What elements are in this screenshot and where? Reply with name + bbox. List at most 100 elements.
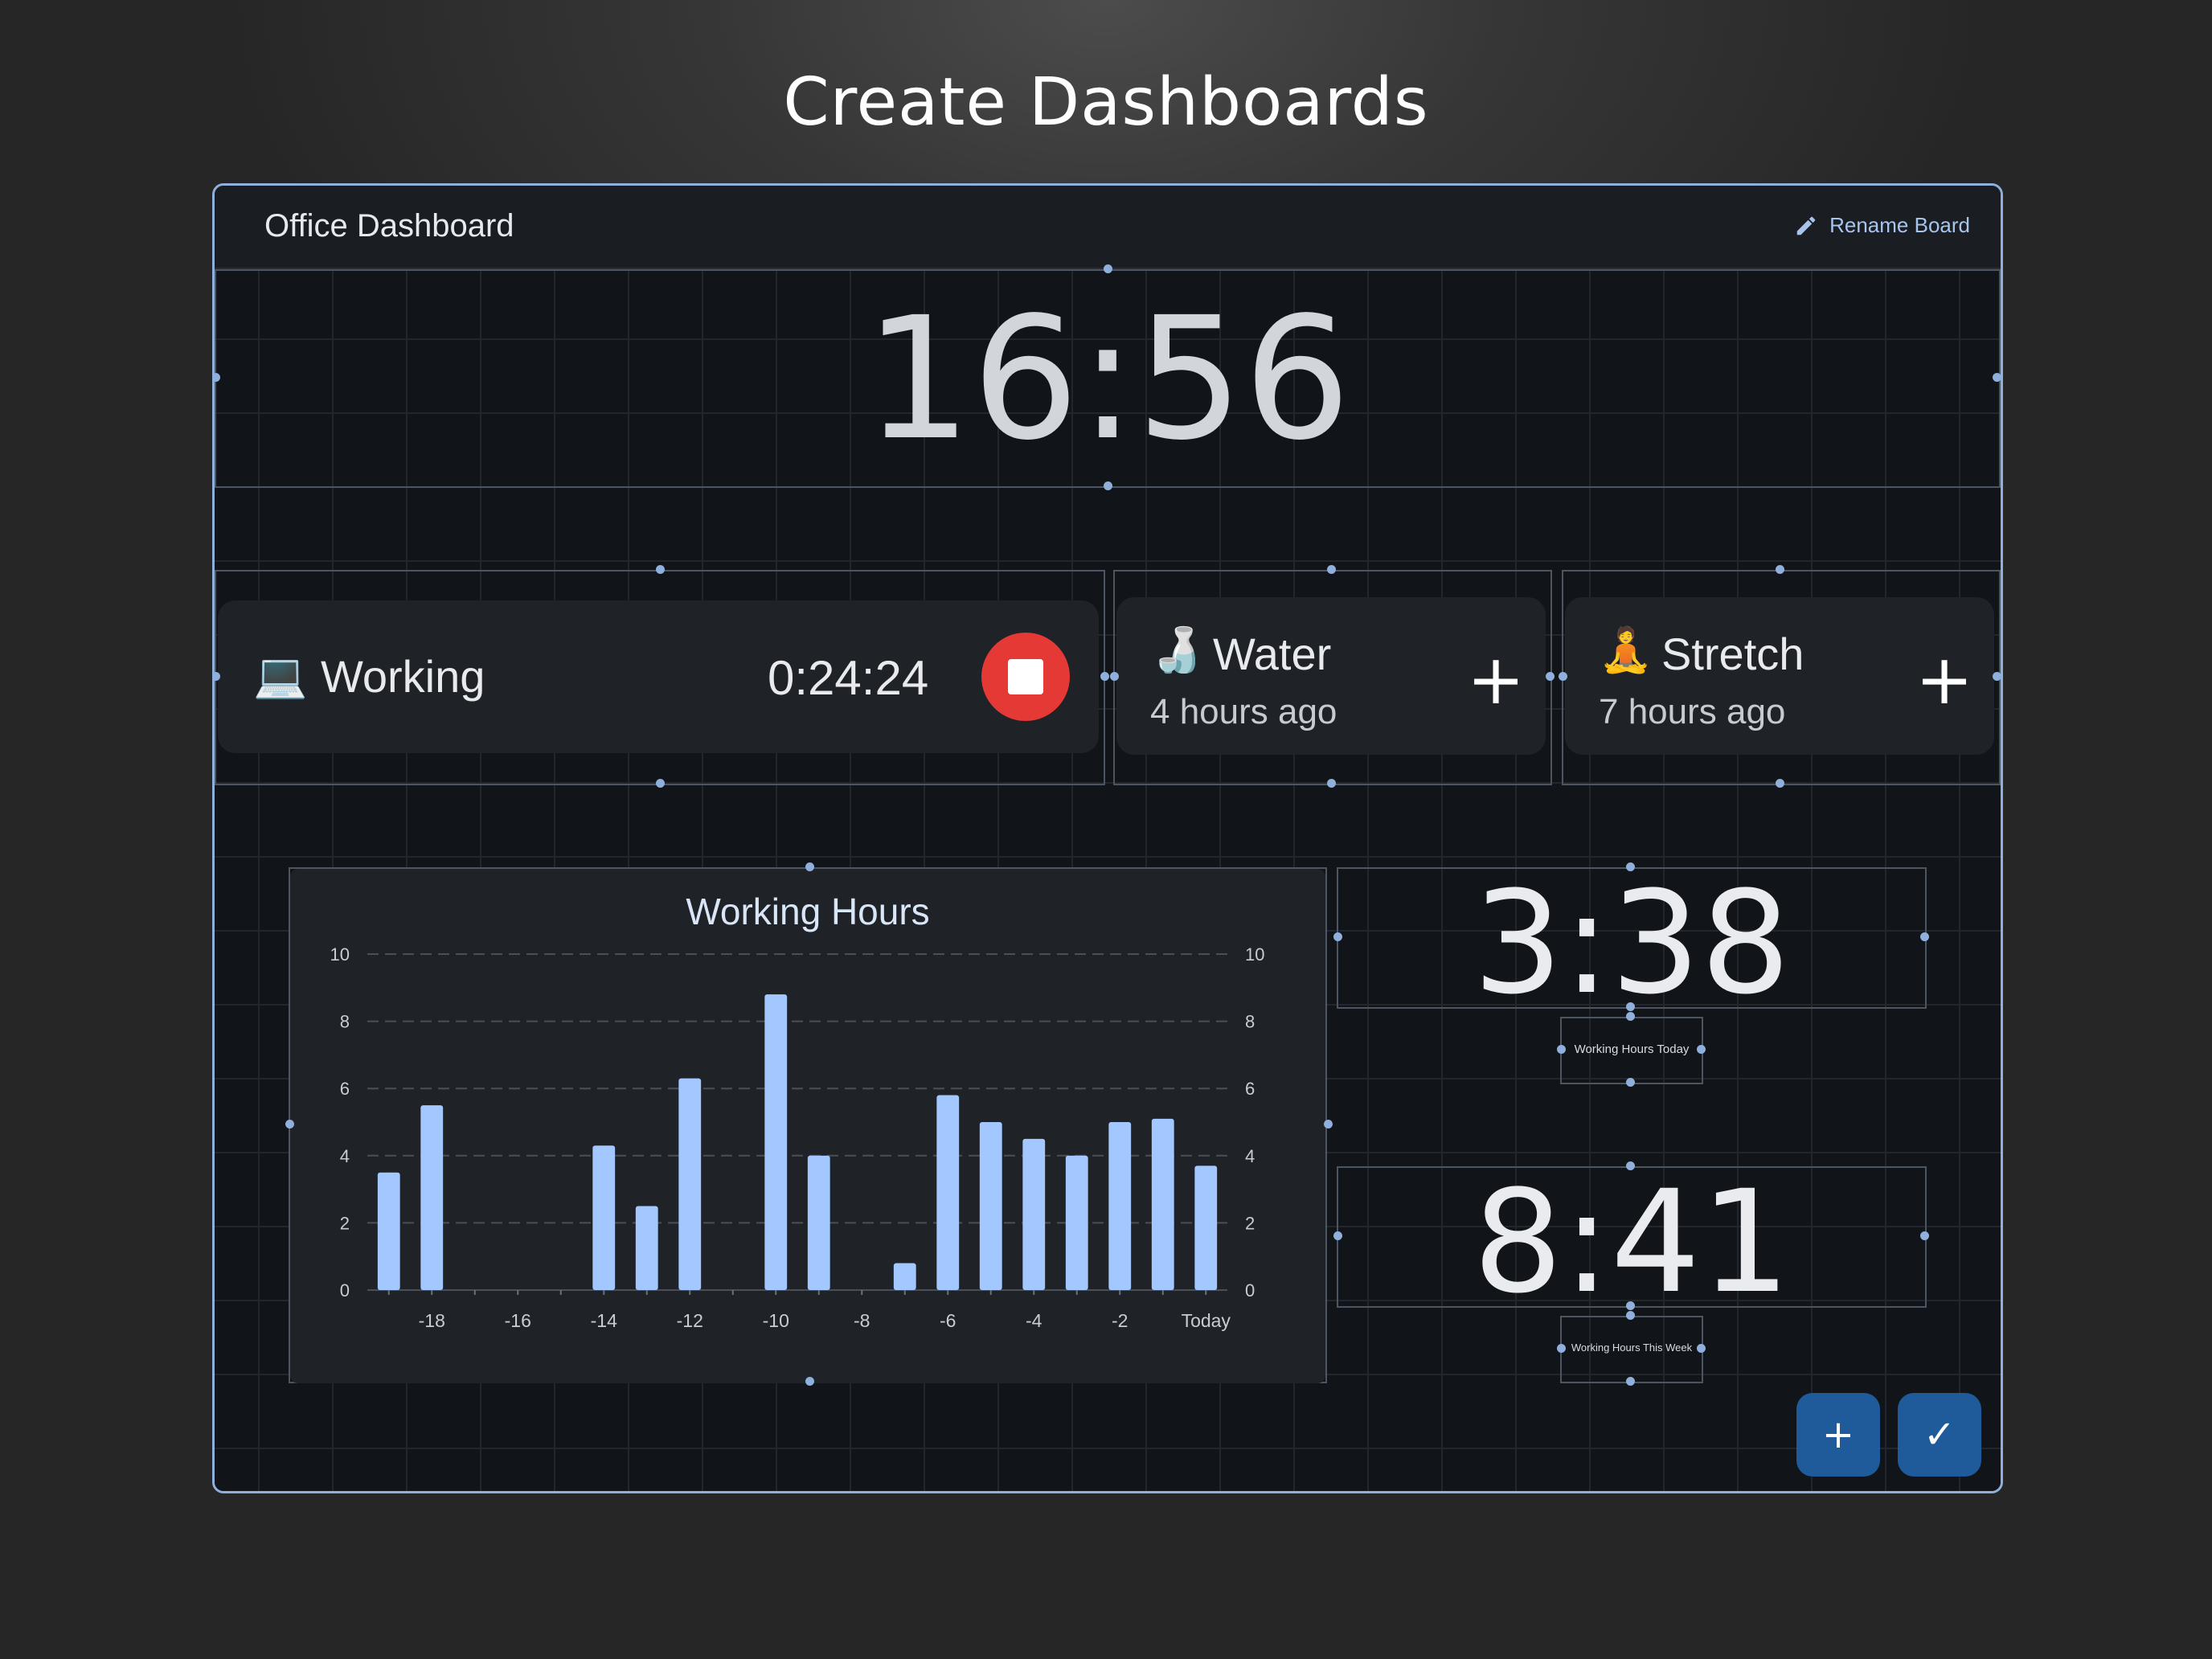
week-hours-widget[interactable]: 8:41 xyxy=(1337,1160,1927,1325)
resize-handle[interactable] xyxy=(1776,779,1784,788)
resize-handle[interactable] xyxy=(1697,1045,1706,1054)
bar xyxy=(1108,1122,1132,1290)
resize-handle[interactable] xyxy=(1920,1231,1929,1240)
stretch-add-button[interactable]: + xyxy=(1915,640,1974,720)
bar xyxy=(764,994,788,1290)
sake-bottle-icon: 🍶 xyxy=(1150,625,1205,675)
resize-handle[interactable] xyxy=(1333,1231,1342,1240)
stop-button[interactable] xyxy=(981,633,1070,721)
bar xyxy=(979,1122,1002,1290)
y-tick-label-left: 6 xyxy=(340,1079,350,1099)
resize-handle[interactable] xyxy=(1557,1045,1566,1054)
resize-handle[interactable] xyxy=(1327,779,1336,788)
bar xyxy=(1022,1138,1046,1290)
resize-handle[interactable] xyxy=(1327,565,1336,574)
resize-handle[interactable] xyxy=(1626,862,1635,871)
bar xyxy=(1065,1155,1088,1290)
resize-handle[interactable] xyxy=(1559,672,1567,681)
week-hours-value: 8:41 xyxy=(1473,1160,1791,1325)
resize-handle[interactable] xyxy=(285,1120,294,1129)
x-tick-label: -8 xyxy=(854,1310,870,1331)
resize-handle[interactable] xyxy=(1104,264,1112,273)
resize-handle[interactable] xyxy=(1626,1311,1635,1320)
y-tick-label-left: 10 xyxy=(330,944,350,965)
x-tick-label: -12 xyxy=(677,1310,703,1331)
rename-board-label: Rename Board xyxy=(1829,213,1970,237)
chart-title: Working Hours xyxy=(686,891,930,932)
resize-handle[interactable] xyxy=(1557,1344,1566,1353)
resize-handle[interactable] xyxy=(1104,481,1112,490)
resize-handle[interactable] xyxy=(1993,672,2001,681)
add-widget-button[interactable]: + xyxy=(1796,1393,1880,1477)
resize-handle[interactable] xyxy=(805,862,814,871)
bar xyxy=(635,1206,658,1290)
bar xyxy=(936,1095,960,1290)
resize-handle[interactable] xyxy=(1546,672,1555,681)
resize-handle[interactable] xyxy=(656,565,665,574)
done-editing-button[interactable]: ✓ xyxy=(1898,1393,1981,1477)
working-tracker-card[interactable]: 💻 Working 0:24:24 xyxy=(218,600,1099,753)
stretch-last-time: 7 hours ago xyxy=(1599,692,1786,731)
stretch-tracker-card[interactable]: 🧘 Stretch 7 hours ago + xyxy=(1565,597,1994,755)
laptop-icon: 💻 xyxy=(253,650,308,701)
resize-handle[interactable] xyxy=(1626,1078,1635,1087)
dashboard-header: Office Dashboard Rename Board xyxy=(215,186,2001,269)
water-label: Water xyxy=(1213,629,1332,679)
clock-widget[interactable]: 16:56 xyxy=(215,269,2001,488)
person-meditating-icon: 🧘 xyxy=(1599,625,1653,675)
working-hours-bar-chart: 0 0 2 2 4 4 6 6 8 8 10 10 -18 -16 -14 -12 -10 -8 -6 -4 -2 Tod… xyxy=(330,944,1265,1331)
resize-handle[interactable] xyxy=(1626,1377,1635,1386)
resize-handle[interactable] xyxy=(1324,1120,1333,1129)
resize-handle[interactable] xyxy=(1110,672,1119,681)
x-tick-label: -18 xyxy=(419,1310,445,1331)
x-tick-label: Today xyxy=(1182,1310,1231,1331)
today-hours-label-text: Working Hours Today xyxy=(1574,1043,1690,1056)
working-label: Working xyxy=(321,651,485,702)
resize-handle[interactable] xyxy=(1776,565,1784,574)
y-tick-label-left: 8 xyxy=(340,1012,350,1032)
working-hours-chart-card[interactable]: Working Hours 0 0 2 2 4 4 6 6 8 8 10 10 -18 -16 -14 -12… xyxy=(290,869,1325,1383)
bar xyxy=(807,1155,830,1290)
bar xyxy=(377,1172,400,1290)
resize-handle[interactable] xyxy=(1626,1002,1635,1011)
rename-board-button[interactable]: Rename Board xyxy=(1794,213,1970,238)
stop-icon xyxy=(1008,659,1043,694)
resize-handle[interactable] xyxy=(1626,1161,1635,1170)
today-hours-widget[interactable]: 3:38 xyxy=(1337,861,1927,1026)
x-tick-label: -2 xyxy=(1112,1310,1128,1331)
resize-handle[interactable] xyxy=(1993,373,2001,382)
y-tick-label-right: 4 xyxy=(1245,1146,1255,1166)
bar xyxy=(678,1078,702,1290)
dashboard-grid-canvas: 16:56 💻 Working 0:24:24 🍶 Water 4 hours … xyxy=(215,264,2001,1491)
resize-handle[interactable] xyxy=(1697,1344,1706,1353)
week-hours-label-widget[interactable]: Working Hours This Week xyxy=(1560,1316,1703,1383)
x-tick-label: -10 xyxy=(763,1310,789,1331)
week-hours-label: Working Hours This Week xyxy=(1571,1342,1693,1354)
board-title: Office Dashboard xyxy=(264,208,514,244)
y-tick-label-right: 10 xyxy=(1245,944,1264,965)
bar xyxy=(1151,1118,1174,1290)
bar xyxy=(592,1145,616,1290)
pencil-icon xyxy=(1796,216,1816,235)
bar xyxy=(420,1105,444,1290)
resize-handle[interactable] xyxy=(656,779,665,788)
resize-handle[interactable] xyxy=(1100,672,1109,681)
y-tick-label-right: 6 xyxy=(1245,1079,1255,1099)
clock-time: 16:56 xyxy=(864,281,1351,477)
resize-handle[interactable] xyxy=(1626,1301,1635,1310)
working-timer: 0:24:24 xyxy=(768,651,929,705)
x-tick-label: -14 xyxy=(591,1310,617,1331)
resize-handle[interactable] xyxy=(215,373,220,382)
today-hours-label-widget[interactable]: Working Hours This Week Working Hours To… xyxy=(1560,1017,1703,1084)
resize-handle[interactable] xyxy=(1920,932,1929,941)
water-add-button[interactable]: + xyxy=(1467,640,1526,720)
resize-handle[interactable] xyxy=(1626,1012,1635,1021)
resize-handle[interactable] xyxy=(805,1377,814,1386)
resize-handle[interactable] xyxy=(1333,932,1342,941)
water-tracker-card[interactable]: 🍶 Water 4 hours ago + xyxy=(1116,597,1546,755)
resize-handle[interactable] xyxy=(215,672,220,681)
x-tick-label: -6 xyxy=(940,1310,956,1331)
x-tick-label: -16 xyxy=(505,1310,531,1331)
dashboard-window: Office Dashboard Rename Board 16:56 💻 Wo… xyxy=(212,183,2003,1493)
y-tick-label-left: 0 xyxy=(340,1280,350,1301)
